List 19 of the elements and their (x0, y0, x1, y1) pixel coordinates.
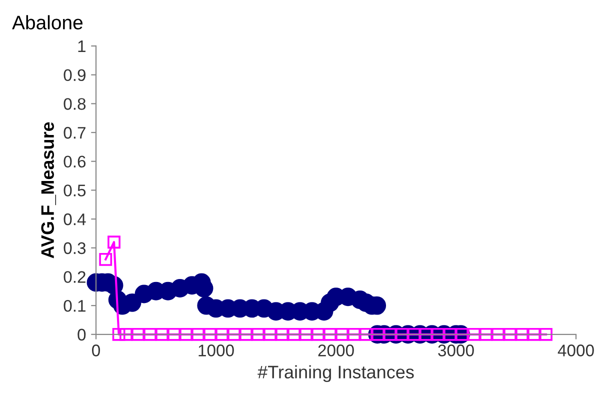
x-axis-title: #Training Instances (258, 365, 414, 382)
y-tick-label: 1 (78, 40, 86, 52)
y-tick-label: 0.7 (64, 126, 86, 139)
y-tick-label: 0.1 (64, 300, 86, 312)
x-tick-label: 4000 (558, 344, 594, 356)
y-tick-label: 0.4 (64, 213, 86, 226)
chart-title: Abalone (12, 15, 82, 30)
y-tick-label: 0.5 (64, 184, 86, 196)
x-tick-label: 1000 (198, 344, 234, 356)
y-tick-label: 0 (78, 328, 86, 341)
y-tick-label: 0.3 (64, 242, 86, 254)
y-tick-label: 0.9 (64, 69, 86, 82)
y-tick-label: 0.2 (64, 271, 86, 283)
y-tick-label: 0.8 (64, 98, 86, 110)
y-axis-title: AVG.F_Measure (41, 122, 56, 258)
x-tick-label: 2000 (318, 344, 354, 356)
x-tick-label: 3000 (438, 344, 474, 356)
y-tick-label: 0.6 (64, 156, 86, 168)
x-tick-label: 0 (92, 344, 100, 356)
